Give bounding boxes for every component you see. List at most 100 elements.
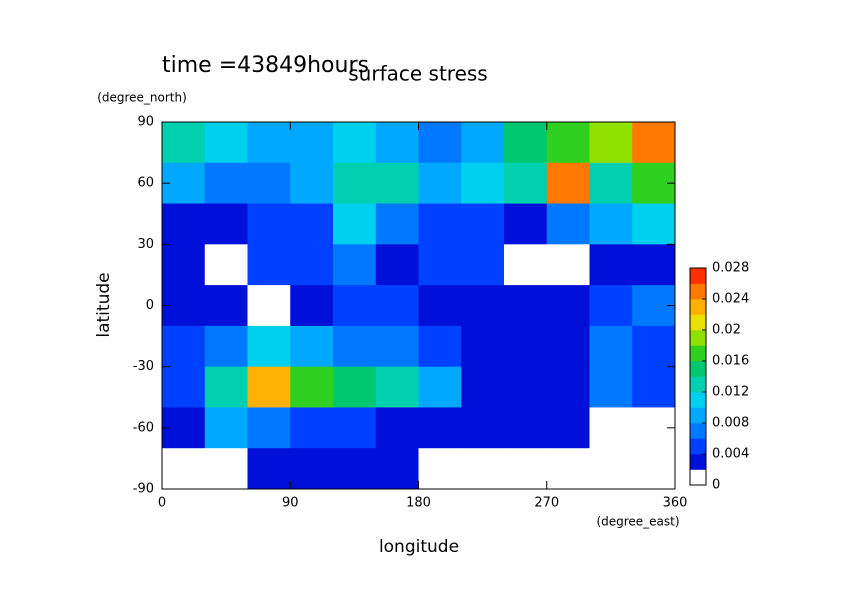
field-cell xyxy=(333,407,377,449)
field-cell xyxy=(589,325,633,368)
field-cell xyxy=(461,244,505,286)
y-tick-label: 60 xyxy=(137,176,154,191)
field-cell xyxy=(461,407,505,449)
field-cell xyxy=(247,407,291,449)
field-cell xyxy=(290,325,334,368)
colorbar-tick-label: 0.012 xyxy=(712,385,749,400)
field-cell xyxy=(418,448,462,490)
field-cell xyxy=(247,285,291,327)
field-cell xyxy=(632,448,676,490)
field-cell xyxy=(546,285,590,327)
field-cell xyxy=(504,407,548,449)
colorbar-tick-label: 0.02 xyxy=(712,323,741,338)
field-cell xyxy=(204,285,248,327)
x-tick-label: 360 xyxy=(663,496,688,511)
field-cell xyxy=(162,448,206,490)
field-cell xyxy=(461,325,505,368)
field-cell xyxy=(504,203,548,245)
field-cell xyxy=(333,162,377,205)
colorbar-tick-label: 0.028 xyxy=(712,261,749,276)
field-cell xyxy=(418,366,462,408)
field-cell xyxy=(546,448,590,490)
field-cell xyxy=(589,407,633,449)
field-cell xyxy=(546,162,590,205)
field-cell xyxy=(546,122,590,164)
field-cell xyxy=(546,407,590,449)
colorbar-tick-label: 0.016 xyxy=(712,354,749,369)
field-cell xyxy=(333,244,377,286)
colorbar-tick-label: 0.004 xyxy=(712,447,749,462)
x-tick-label: 180 xyxy=(406,496,431,511)
field-cell xyxy=(333,366,377,408)
field-cell xyxy=(632,122,676,164)
field-cell xyxy=(504,162,548,205)
field-cell xyxy=(504,448,548,490)
field-cell xyxy=(333,285,377,327)
field-cell xyxy=(247,325,291,368)
field-cell xyxy=(333,448,377,490)
field-cell xyxy=(504,325,548,368)
chart-title: surface stress xyxy=(348,62,487,86)
field-cell xyxy=(418,325,462,368)
field-cell xyxy=(204,122,248,164)
y-tick-label: 0 xyxy=(146,298,154,313)
field-cell xyxy=(333,203,377,245)
y-unit: (degree_north) xyxy=(97,91,187,105)
field-cell xyxy=(546,203,590,245)
field-cell xyxy=(162,325,206,368)
colorbar-segment xyxy=(690,438,706,455)
field-cell xyxy=(375,325,419,368)
field-cell xyxy=(375,122,419,164)
field-cell xyxy=(461,203,505,245)
colorbar-segment xyxy=(690,376,706,393)
field-cell xyxy=(418,285,462,327)
field-cell xyxy=(546,366,590,408)
y-tick-label: -90 xyxy=(133,482,154,497)
colorbar-segment xyxy=(690,330,706,346)
field-cell xyxy=(375,366,419,408)
colorbar-segment xyxy=(690,407,706,424)
field-cell xyxy=(461,122,505,164)
x-tick-label: 0 xyxy=(158,496,166,511)
colorbar-segment xyxy=(690,361,706,377)
colorbar-tick-label: 0.008 xyxy=(712,416,749,431)
field-cell xyxy=(375,244,419,286)
y-tick-label: -30 xyxy=(133,359,154,374)
field-cell xyxy=(290,162,334,205)
colorbar-segment xyxy=(690,268,706,284)
field-cell xyxy=(504,285,548,327)
colorbar-segment xyxy=(690,345,706,362)
y-tick-label: -60 xyxy=(133,420,154,435)
field-cell xyxy=(290,285,334,327)
colorbar-segment xyxy=(690,283,706,300)
x-tick-label: 90 xyxy=(282,496,299,511)
field-cell xyxy=(504,244,548,286)
chart-subtitle: time =43849hours xyxy=(162,53,369,78)
field-cell xyxy=(589,162,633,205)
field-cell xyxy=(418,203,462,245)
field-cell xyxy=(162,122,206,164)
field-cell xyxy=(418,407,462,449)
field-cell xyxy=(247,122,291,164)
field-cell xyxy=(461,366,505,408)
field-cell xyxy=(333,325,377,368)
colorbar-frame xyxy=(689,267,707,486)
field-cell xyxy=(589,285,633,327)
field-cell xyxy=(290,366,334,408)
colorbar-segment xyxy=(690,392,706,408)
field-cell xyxy=(247,203,291,245)
field-cell xyxy=(333,122,377,164)
field-cell xyxy=(632,244,676,286)
field-cell xyxy=(375,407,419,449)
field-cell xyxy=(504,122,548,164)
field-cell xyxy=(375,203,419,245)
field-cell xyxy=(204,448,248,490)
field-cell xyxy=(204,366,248,408)
field-cell xyxy=(589,448,633,490)
field-cell xyxy=(632,366,676,408)
field-cell xyxy=(204,203,248,245)
field-cell xyxy=(418,162,462,205)
field-cell xyxy=(375,448,419,490)
colorbar-tick-label: 0 xyxy=(712,478,720,493)
